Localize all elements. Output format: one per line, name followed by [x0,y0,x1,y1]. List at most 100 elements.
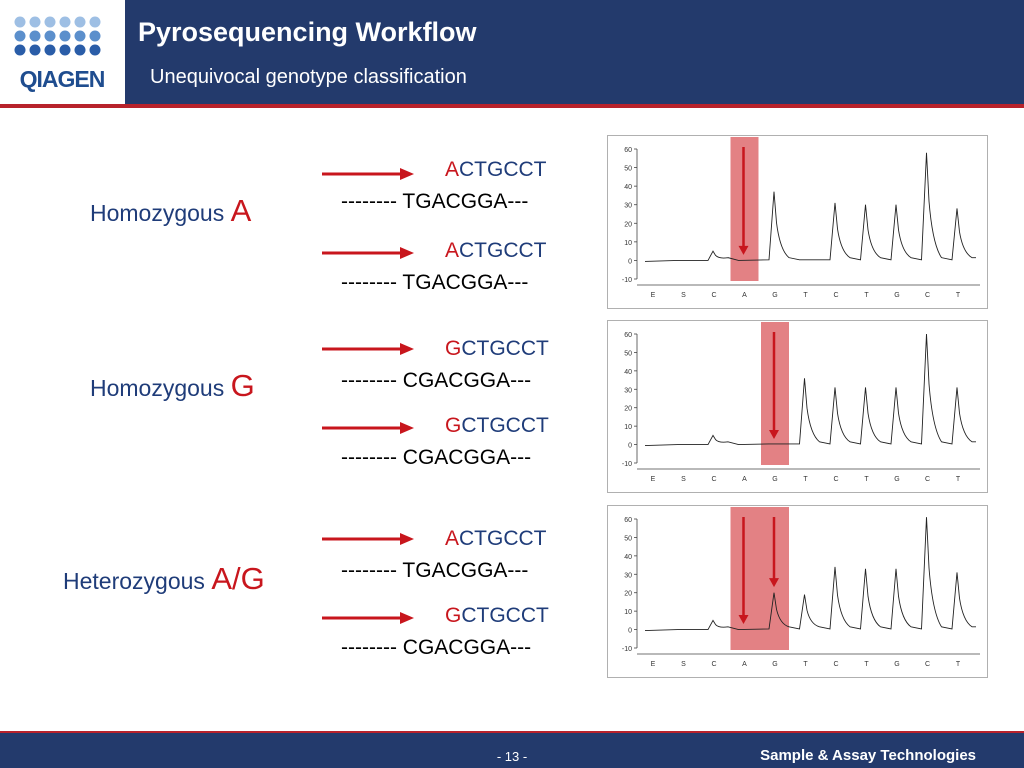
footer-bar [0,733,1024,768]
primer-rest: CTGCCT [461,604,549,627]
y-tick-label: 40 [624,369,632,376]
primer-rest: CTGCCT [461,337,549,360]
primer-sequence: GCTGCCT [445,604,549,628]
primer-sequence: GCTGCCT [445,414,549,438]
extension-arrow-icon [322,533,414,545]
arrow-head [769,578,779,588]
primer-rest: CTGCCT [459,239,547,262]
dispensation-label: C [833,292,838,299]
page-number: - 13 - [496,749,528,764]
y-tick-label: 0 [628,628,632,635]
y-tick-label: 0 [628,258,632,265]
genotype-label-homozygous-a: Homozygous A [90,193,251,229]
incorporated-base: A [445,527,460,550]
arrow-head [738,615,749,625]
extension-arrow-icon [322,422,414,434]
highlight-band [730,507,789,650]
extension-arrow-icon [322,168,414,180]
y-tick-label: 20 [624,406,632,413]
incorporated-base: A [445,239,460,262]
pyrogram-frame [607,505,988,678]
footer-brand: Sample & Assay Technologies [760,747,976,764]
pyrogram-trace [644,152,976,262]
arrow-head [738,245,749,255]
incorporated-base: G [445,414,462,437]
y-tick-label: 50 [624,166,632,173]
y-tick-label: -10 [622,461,632,468]
header-bar [0,0,1024,107]
genotype-allele: G [230,368,255,403]
pyrogram-homozygous-g: 60 50 40 30 20 10 0 -10 E S C A G T C T G C T [607,320,988,493]
y-tick-label: 30 [624,203,632,210]
template-sequence: -------- CGACGGA--- [341,636,532,659]
page-subtitle: Unequivocal genotype classification [150,66,467,88]
y-tick-label: 50 [624,350,632,357]
down-arrow-icon [738,147,749,255]
y-tick-label: 10 [624,424,632,431]
incorporated-base: G [445,337,462,360]
header-rule [0,104,1024,108]
y-tick-label: 30 [624,387,632,394]
y-tick-label: -10 [622,277,632,284]
incorporated-base: G [445,604,462,627]
template-sequence: -------- TGACGGA--- [341,190,529,213]
dispensation-label: A [742,476,747,483]
y-tick-label: 10 [624,609,632,616]
y-tick-label: 40 [624,184,632,191]
page-title: Pyrosequencing Workflow [138,17,477,47]
genotype-text: Homozygous [90,200,231,226]
y-tick-label: 50 [624,535,632,542]
dispensation-label: A [742,661,747,668]
down-arrow-icon [769,517,779,588]
dispensation-label: E [651,292,656,299]
dispensation-label: T [956,292,961,299]
dispensation-label: S [681,661,686,668]
template-sequence: -------- CGACGGA--- [341,446,532,469]
down-arrow-icon [769,332,779,440]
extension-arrow-icon [322,612,414,624]
dispensation-label: C [925,476,930,483]
arrow-head [769,430,779,440]
dispensation-label: G [894,476,899,483]
y-tick-label: 60 [624,332,632,339]
dispensation-label: S [681,292,686,299]
logo-dots-icon [14,16,101,56]
dispensation-label: T [864,292,869,299]
primer-rest: CTGCCT [461,414,549,437]
dispensation-label: S [681,476,686,483]
template-sequence: -------- TGACGGA--- [341,271,529,294]
dispensation-label: E [651,476,656,483]
pyrogram-trace [644,333,976,447]
genotype-allele: A [230,193,252,228]
y-tick-label: 0 [628,443,632,450]
primer-rest: CTGCCT [459,158,547,181]
y-tick-label: 30 [624,572,632,579]
dispensation-label: G [772,476,777,483]
dispensation-label: T [956,661,961,668]
dispensation-label: G [772,661,777,668]
primer-rest: CTGCCT [459,527,547,550]
dispensation-label: C [833,476,838,483]
y-tick-label: 40 [624,554,632,561]
pyrogram-heterozygous-ag: 60 50 40 30 20 10 0 -10 E S C A G T C T G C T [607,505,988,678]
genotype-text: Homozygous [90,375,231,401]
primer-sequence: ACTGCCT [445,239,547,263]
dispensation-label: T [864,661,869,668]
footer-rule [0,731,1024,734]
dispensation-label: G [772,292,777,299]
primer-sequence: ACTGCCT [445,158,547,182]
dispensation-label: C [925,292,930,299]
y-tick-label: 20 [624,221,632,228]
y-tick-label: -10 [622,646,632,653]
genotype-text: Heterozygous [63,568,212,594]
dispensation-label: T [803,661,808,668]
dispensation-label: C [833,661,838,668]
template-sequence: -------- TGACGGA--- [341,559,529,582]
y-tick-label: 60 [624,517,632,524]
qiagen-logo: QIAGEN [0,0,125,104]
extension-arrow-icon [322,343,414,355]
down-arrow-icon [738,517,749,625]
template-sequence: -------- CGACGGA--- [341,369,532,392]
logo-text: QIAGEN [19,66,106,92]
dispensation-label: G [894,661,899,668]
